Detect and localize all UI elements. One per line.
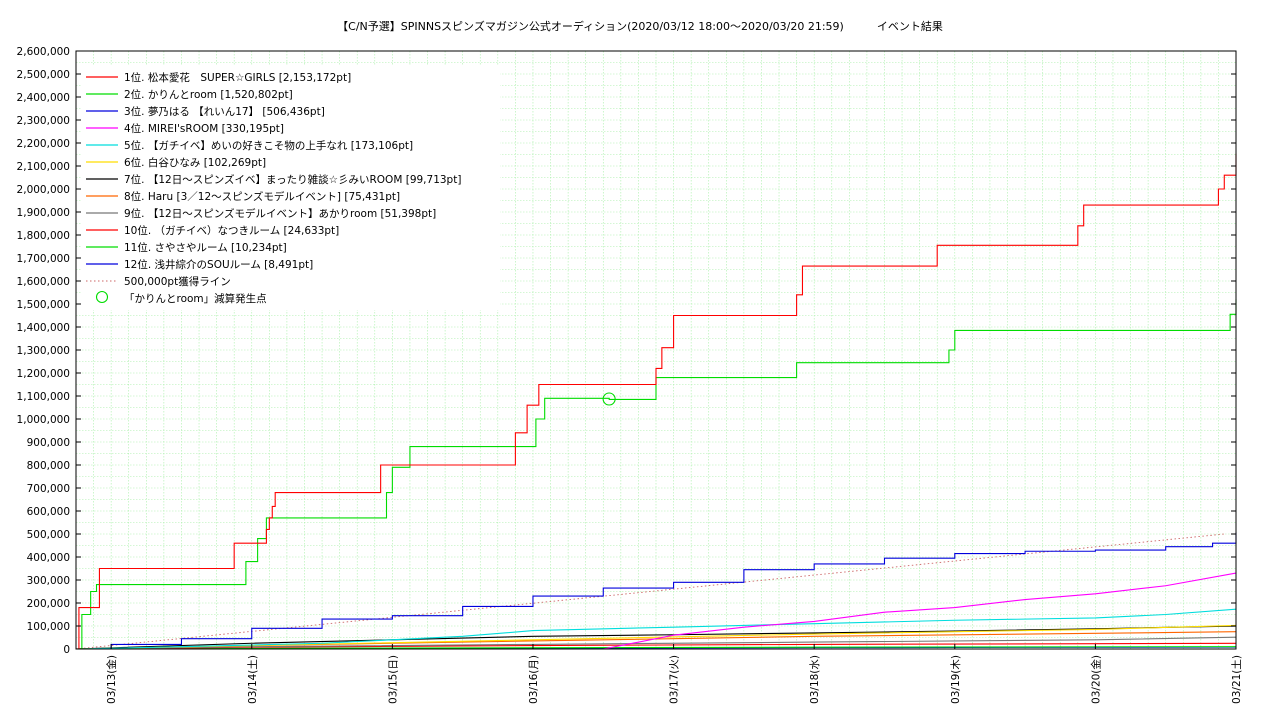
- x-tick-label: 03/21(土): [1230, 655, 1243, 704]
- y-tick-label: 100,000: [27, 621, 70, 633]
- legend-entry: 1位. 松本愛花 SUPER☆GIRLS [2,153,172pt]: [124, 71, 351, 84]
- y-axis: 0 100,000 200,000 300,000 400,000 500,000 600,…: [17, 46, 1236, 656]
- legend-entry: 2位. かりんとroom [1,520,802pt]: [124, 88, 293, 101]
- series-line-4: [76, 572, 1237, 650]
- y-tick-label: 2,500,000: [17, 69, 70, 81]
- y-tick-label: 2,400,000: [17, 92, 70, 104]
- y-tick-label: 2,600,000: [17, 46, 70, 58]
- legend-entry: 500,000pt獲得ライン: [124, 275, 231, 288]
- y-tick-label: 1,200,000: [17, 368, 70, 380]
- legend-marker: [95, 290, 109, 304]
- y-tick-label: 1,700,000: [17, 253, 70, 265]
- legend-entry: 12位. 浅井綜介のSOUルーム [8,491pt]: [124, 258, 313, 271]
- y-tick-label: 500,000: [27, 529, 70, 541]
- y-tick-label: 200,000: [27, 598, 70, 610]
- marker-layer: [602, 392, 616, 406]
- legend-entry: 3位. 夢乃はる 【れいん17】 [506,436pt]: [124, 105, 325, 118]
- series-line-2: [76, 299, 1237, 650]
- event-marker: [602, 392, 616, 406]
- series-line-1: [76, 153, 1237, 650]
- y-tick-label: 0: [63, 644, 70, 656]
- y-tick-label: 1,800,000: [17, 230, 70, 242]
- y-tick-label: 2,100,000: [17, 161, 70, 173]
- y-tick-label: 400,000: [27, 552, 70, 564]
- x-tick-label: 03/15(日): [387, 655, 399, 704]
- chart-title: 【C/N予選】SPINNSスピンズマガジン公式オーディション(2020/03/1…: [337, 19, 943, 33]
- y-tick-label: 2,300,000: [17, 115, 70, 127]
- legend-box: [82, 66, 500, 310]
- y-tick-label: 1,900,000: [17, 207, 70, 219]
- series-line-5: [75, 608, 1237, 650]
- y-tick-label: 1,100,000: [17, 391, 70, 403]
- legend-entry: 7位. 【12日～スピンズイベ】まったり雑談☆彡みいROOM [99,713pt…: [124, 173, 461, 186]
- y-tick-label: 600,000: [27, 506, 70, 518]
- y-tick-label: 2,000,000: [17, 184, 70, 196]
- legend-entry: 6位. 白谷ひなみ [102,269pt]: [124, 156, 266, 169]
- legend-entry: 9位. 【12日～スピンズモデルイベント】あかりroom [51,398pt]: [124, 207, 436, 220]
- x-tick-label: 03/16(月): [528, 655, 540, 704]
- x-tick-label: 03/19(木): [950, 655, 962, 704]
- y-tick-label: 900,000: [27, 437, 70, 449]
- x-tick-label: 03/18(水): [809, 655, 821, 704]
- legend-entry: 10位. （ガチイベ）なつきルーム [24,633pt]: [124, 224, 339, 237]
- legend: 1位. 松本愛花 SUPER☆GIRLS [2,153,172pt] 2位. かり…: [82, 66, 500, 310]
- y-tick-label: 2,200,000: [17, 138, 70, 150]
- reference-line-layer: [75, 533, 1225, 650]
- legend-entry: 11位. さやさやルーム [10,234pt]: [124, 241, 287, 254]
- y-tick-label: 1,600,000: [17, 276, 70, 288]
- y-tick-label: 1,300,000: [17, 345, 70, 357]
- legend-entry: 「かりんとroom」減算発生点: [124, 292, 267, 305]
- legend-entry: 4位. MIREI'sROOM [330,195pt]: [124, 122, 284, 135]
- y-tick-label: 1,400,000: [17, 322, 70, 334]
- x-tick-label: 03/13(金): [105, 655, 118, 704]
- x-axis: 03/13(金) 03/14(土) 03/15(日) 03/16(月) 03/17(火)…: [105, 644, 1243, 704]
- series-line-9: [75, 636, 1237, 650]
- y-tick-label: 1,000,000: [17, 414, 70, 426]
- reference-line-500000: [75, 533, 1225, 650]
- x-tick-label: 03/14(土): [246, 655, 259, 704]
- y-tick-label: 700,000: [27, 483, 70, 495]
- y-tick-label: 300,000: [27, 575, 70, 587]
- series-line-3: [76, 532, 1237, 650]
- legend-entry: 8位. Haru [3／12～スピンズモデルイベント] [75,431pt]: [124, 190, 400, 203]
- y-tick-label: 800,000: [27, 460, 70, 472]
- series-layer: [75, 153, 1237, 650]
- x-tick-label: 03/17(火): [669, 655, 681, 704]
- legend-entry: 5位. 【ガチイベ】めいの好きこそ物の上手なれ [173,106pt]: [124, 139, 413, 152]
- x-tick-label: 03/20(金): [1089, 655, 1102, 704]
- y-tick-label: 1,500,000: [17, 299, 70, 311]
